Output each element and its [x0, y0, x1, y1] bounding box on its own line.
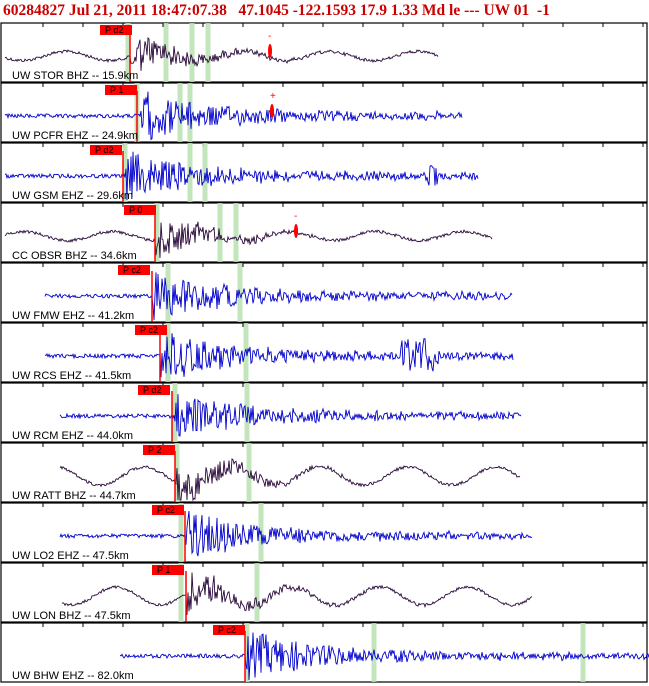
station-label: UW STOR BHZ -- 15.9km [12, 70, 138, 82]
trace-frame [0, 502, 648, 563]
station-label: UW GSM EHZ -- 29.6km [12, 190, 133, 202]
trace-row[interactable]: P d2 UW GSM EHZ -- 29.6km [0, 142, 648, 203]
trace-frame [0, 142, 648, 203]
pick-box[interactable] [152, 565, 184, 575]
pick-label: P c2 [123, 265, 141, 275]
phase-marker [237, 263, 243, 322]
pick-box[interactable] [143, 445, 175, 455]
station-label: UW LON BHZ -- 47.5km [12, 610, 131, 622]
waveform [61, 572, 533, 616]
station-label: CC OBSR BHZ -- 34.6km [12, 250, 137, 262]
phase-marker [244, 623, 250, 682]
station-label: UW LO2 EHZ -- 47.5km [12, 550, 129, 562]
pick-box[interactable] [118, 265, 150, 275]
coda-marker [270, 104, 274, 118]
pick-label: P 0 [129, 205, 142, 215]
station-label: UW PCFR EHZ -- 24.9km [12, 130, 138, 142]
waveform [44, 272, 513, 321]
station-label: UW RCM EHZ -- 44.0km [12, 430, 133, 442]
phase-marker [243, 323, 249, 382]
phase-marker [217, 203, 223, 262]
trace-frame [0, 22, 648, 83]
station-label: UW RATT BHZ -- 44.7km [12, 490, 136, 502]
trace-frame [0, 562, 648, 623]
trace-row[interactable]: P d2 - UW STOR BHZ -- 15.9km [0, 22, 648, 83]
trace-row[interactable]: P c2 UW RCS EHZ -- 41.5km [0, 322, 648, 383]
pick-box[interactable] [124, 205, 156, 215]
pick-label: P 2 [148, 445, 161, 455]
seismogram-panel[interactable]: P d2 - UW STOR BHZ -- 15.9km P 1 + UW PCFR EH… [0, 22, 649, 686]
phase-marker [178, 503, 184, 562]
waveform [4, 91, 463, 141]
station-label: UW BHW EHZ -- 82.0km [12, 670, 134, 682]
phase-marker [254, 563, 260, 622]
pick-box[interactable] [213, 625, 245, 635]
pick-box[interactable] [105, 85, 137, 95]
trace-frame [0, 82, 648, 143]
pick-label: P c2 [140, 325, 158, 335]
trace-frame [0, 322, 648, 383]
trace-row[interactable]: P 1 UW LON BHZ -- 47.5km [0, 562, 648, 623]
pick-box[interactable] [90, 145, 122, 155]
waveform [4, 37, 439, 71]
phase-marker [244, 383, 250, 442]
waveform [4, 221, 493, 258]
pick-label: P d2 [95, 145, 113, 155]
coda-marker [294, 224, 298, 238]
waveform [44, 333, 514, 378]
pick-label: P c2 [218, 625, 236, 635]
pick-box[interactable] [100, 25, 132, 35]
phase-marker [125, 23, 131, 82]
phase-marker [246, 443, 252, 502]
phase-marker [122, 143, 128, 202]
waveform [59, 511, 533, 557]
trace-frame [0, 442, 648, 503]
pick-label: P d2 [105, 25, 123, 35]
phase-marker [205, 23, 211, 82]
waveform [59, 458, 521, 502]
trace-frame [0, 622, 648, 683]
phase-marker [202, 143, 208, 202]
phase-marker [233, 203, 239, 262]
waveform [4, 151, 479, 201]
trace-row[interactable]: P c2 UW LO2 EHZ -- 47.5km [0, 502, 648, 563]
polarity-mark: - [294, 211, 297, 222]
station-label: UW RCS EHZ -- 41.5km [12, 370, 131, 382]
pick-box[interactable] [152, 505, 184, 515]
phase-marker [178, 563, 184, 622]
event-header: 60284827 Jul 21, 2011 18:47:07.38 47.104… [3, 2, 550, 19]
trace-frame [0, 202, 648, 263]
trace-row[interactable]: P d2 UW RCM EHZ -- 44.0km [0, 382, 648, 443]
phase-marker [154, 203, 160, 262]
waveform [119, 632, 649, 681]
polarity-mark: - [268, 31, 271, 42]
trace-row[interactable]: P 0 - CC OBSR BHZ -- 34.6km [0, 202, 648, 263]
phase-marker [172, 383, 178, 442]
trace-row[interactable]: P c2 UW FMW EHZ -- 41.2km [0, 262, 648, 323]
trace-row[interactable]: P c2 UW BHW EHZ -- 82.0km [0, 622, 649, 683]
trace-row[interactable]: P 2 UW RATT BHZ -- 44.7km [0, 442, 648, 503]
coda-marker [268, 44, 272, 58]
polarity-mark: + [270, 91, 276, 102]
pick-label: P 1 [110, 85, 123, 95]
trace-frame [0, 262, 648, 323]
phase-marker [580, 623, 586, 682]
trace-frame [0, 382, 648, 443]
pick-label: P d2 [143, 385, 161, 395]
station-label: UW FMW EHZ -- 41.2km [12, 310, 134, 322]
trace-row[interactable]: P 1 + UW PCFR EHZ -- 24.9km [0, 82, 648, 143]
phase-marker [189, 23, 195, 82]
pick-label: P 1 [157, 565, 170, 575]
phase-marker [177, 83, 183, 142]
pick-box[interactable] [138, 385, 170, 395]
waveform [59, 394, 522, 437]
pick-label: P c2 [157, 505, 175, 515]
pick-box[interactable] [135, 325, 167, 335]
phase-marker [187, 143, 193, 202]
